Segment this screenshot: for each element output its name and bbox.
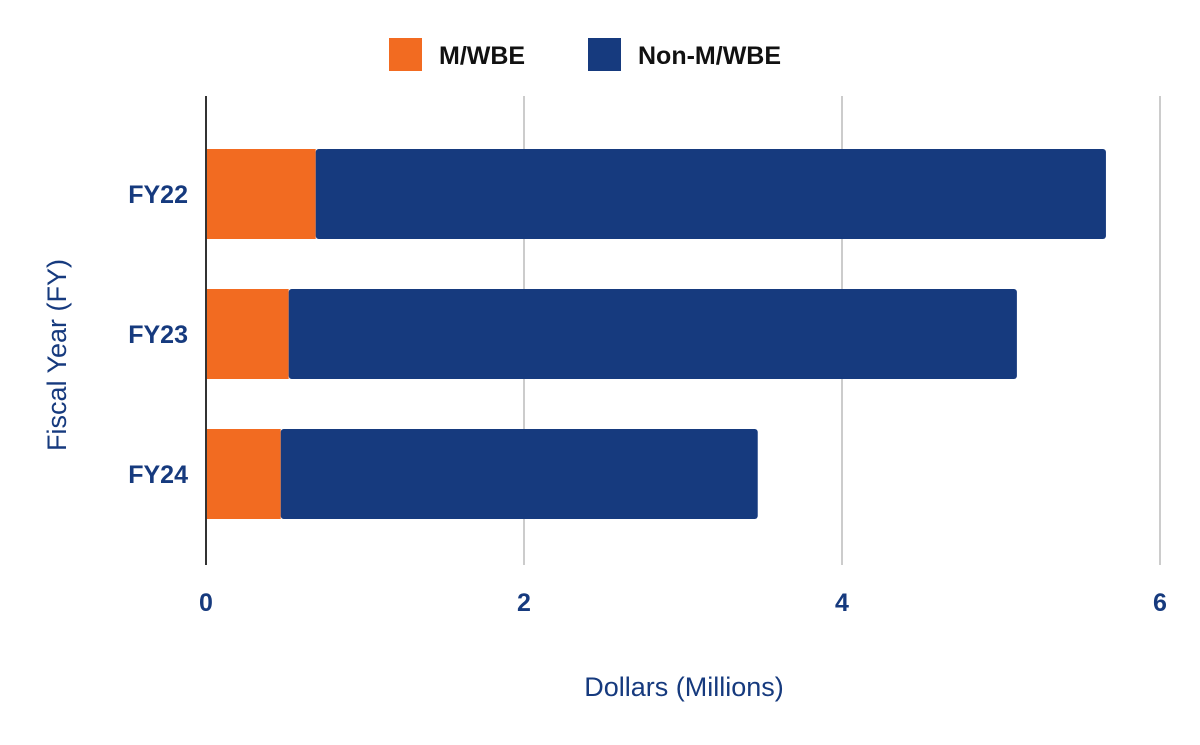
bar-m-wbe-fy23	[206, 289, 289, 379]
category-label: FY24	[128, 461, 188, 489]
category-label: FY23	[128, 321, 188, 349]
legend-label: Non-M/WBE	[638, 42, 781, 70]
legend-label: M/WBE	[439, 42, 525, 70]
legend: M/WBE Non-M/WBE	[389, 38, 781, 71]
category-label: FY22	[128, 181, 188, 209]
x-tick-label: 6	[1153, 589, 1167, 617]
y-axis-title: Fiscal Year (FY)	[42, 259, 72, 451]
legend-swatch	[588, 38, 621, 71]
bar-m-wbe-fy24	[206, 429, 281, 519]
bar-non-m-wbe-fy23	[288, 289, 1017, 379]
legend-swatch	[389, 38, 422, 71]
x-tick-label: 4	[835, 589, 849, 617]
bar-non-m-wbe-fy22	[315, 149, 1106, 239]
x-axis-title: Dollars (Millions)	[584, 672, 784, 702]
category-labels: FY22 FY23 FY24	[128, 181, 188, 489]
x-tick-labels: 0 2 4 6	[199, 589, 1167, 617]
bars	[206, 149, 1106, 519]
bar-non-m-wbe-fy24	[280, 429, 758, 519]
x-tick-label: 2	[517, 589, 531, 617]
x-tick-label: 0	[199, 589, 213, 617]
bar-m-wbe-fy22	[206, 149, 316, 239]
